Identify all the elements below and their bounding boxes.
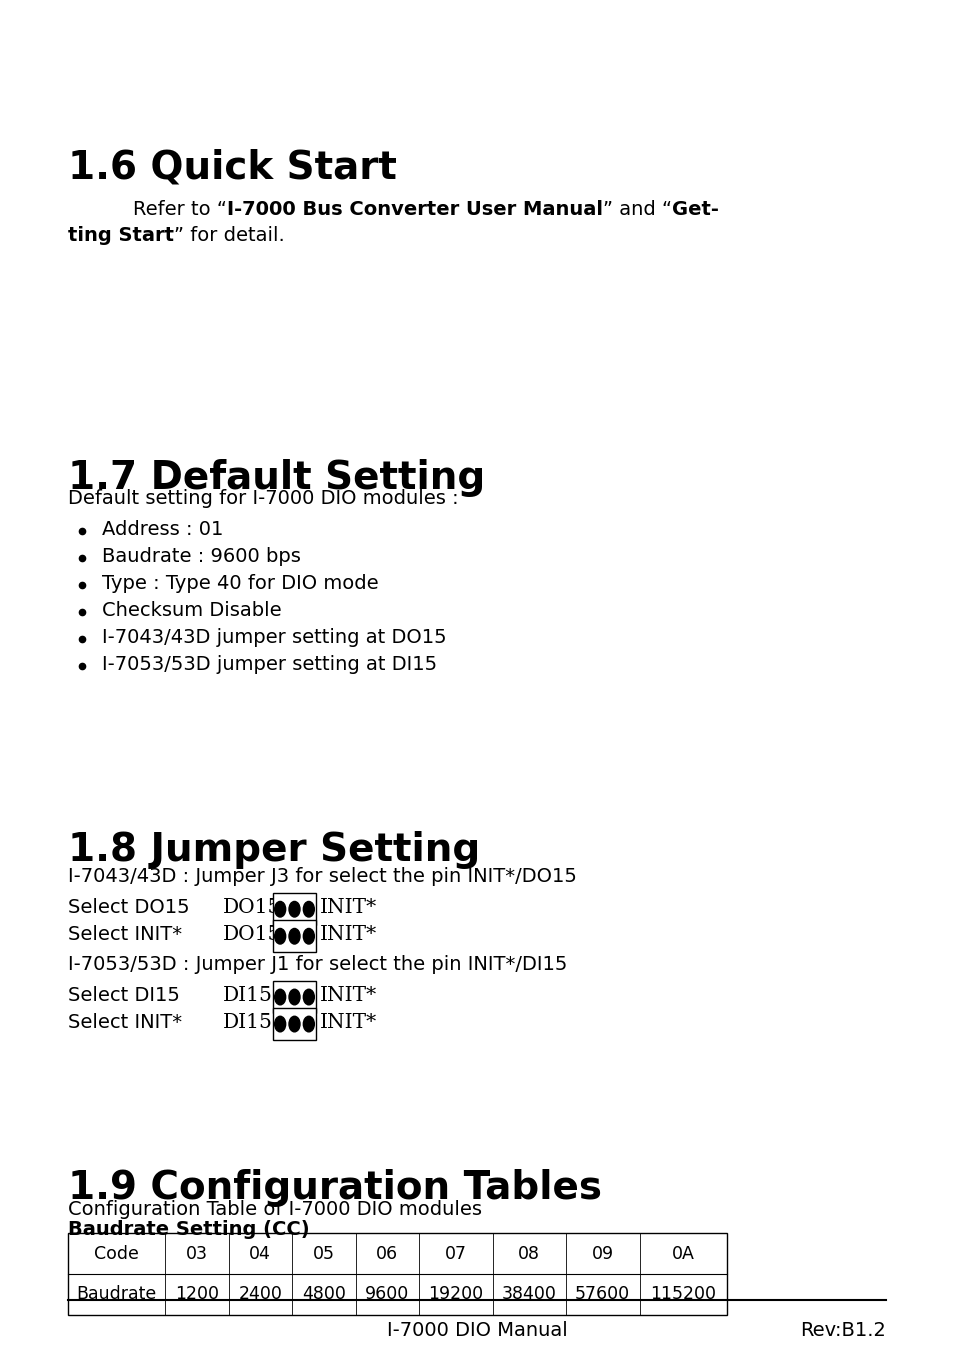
Text: Code: Code xyxy=(94,1244,139,1263)
Text: INIT*: INIT* xyxy=(319,986,376,1005)
Text: DO15: DO15 xyxy=(223,898,281,917)
Circle shape xyxy=(289,989,299,1005)
Text: 07: 07 xyxy=(444,1244,466,1263)
Text: I-7043/43D jumper setting at DO15: I-7043/43D jumper setting at DO15 xyxy=(102,628,446,647)
Text: Checksum Disable: Checksum Disable xyxy=(102,601,281,620)
Text: ” and “: ” and “ xyxy=(602,200,671,219)
Circle shape xyxy=(303,928,314,944)
Text: 06: 06 xyxy=(375,1244,398,1263)
Text: Select INIT*: Select INIT* xyxy=(68,925,182,944)
Text: 03: 03 xyxy=(186,1244,208,1263)
Text: I-7053/53D jumper setting at DI15: I-7053/53D jumper setting at DI15 xyxy=(102,655,436,674)
Text: 05: 05 xyxy=(313,1244,335,1263)
Circle shape xyxy=(274,928,285,944)
Text: 09: 09 xyxy=(591,1244,613,1263)
Text: Get-: Get- xyxy=(671,200,718,219)
Text: ting Start: ting Start xyxy=(68,226,173,245)
Text: Default setting for I-7000 DIO modules :: Default setting for I-7000 DIO modules : xyxy=(68,489,458,508)
Text: 08: 08 xyxy=(517,1244,539,1263)
Text: INIT*: INIT* xyxy=(319,898,376,917)
Text: ” for detail.: ” for detail. xyxy=(173,226,284,245)
Text: Configuration Table of I-7000 DIO modules: Configuration Table of I-7000 DIO module… xyxy=(68,1200,481,1219)
Bar xyxy=(273,1008,315,1040)
Text: I-7043/43D : Jumper J3 for select the pin INIT*/DO15: I-7043/43D : Jumper J3 for select the pi… xyxy=(68,867,577,886)
Text: 1.8 Jumper Setting: 1.8 Jumper Setting xyxy=(68,831,479,869)
Text: Address : 01: Address : 01 xyxy=(102,520,223,539)
Text: 38400: 38400 xyxy=(501,1285,557,1304)
Text: 1.9 Configuration Tables: 1.9 Configuration Tables xyxy=(68,1169,601,1206)
Text: 57600: 57600 xyxy=(575,1285,630,1304)
Text: I-7053/53D : Jumper J1 for select the pin INIT*/DI15: I-7053/53D : Jumper J1 for select the pi… xyxy=(68,955,567,974)
Circle shape xyxy=(303,901,314,917)
Text: DI15: DI15 xyxy=(223,986,273,1005)
Text: 04: 04 xyxy=(249,1244,271,1263)
Text: 1.7 Default Setting: 1.7 Default Setting xyxy=(68,459,485,497)
Text: 4800: 4800 xyxy=(301,1285,345,1304)
Text: 1.6 Quick Start: 1.6 Quick Start xyxy=(68,149,396,186)
Text: I-7000 Bus Converter User Manual: I-7000 Bus Converter User Manual xyxy=(227,200,602,219)
Text: Baudrate: Baudrate xyxy=(76,1285,156,1304)
Bar xyxy=(273,893,315,925)
Text: Baudrate : 9600 bps: Baudrate : 9600 bps xyxy=(102,547,300,566)
Text: Rev:B1.2: Rev:B1.2 xyxy=(800,1321,885,1340)
Circle shape xyxy=(289,928,299,944)
Text: Refer to “: Refer to “ xyxy=(132,200,227,219)
Text: 2400: 2400 xyxy=(238,1285,282,1304)
Circle shape xyxy=(289,1016,299,1032)
Circle shape xyxy=(274,1016,285,1032)
Text: DI15: DI15 xyxy=(223,1013,273,1032)
Bar xyxy=(68,1233,726,1315)
Text: 9600: 9600 xyxy=(365,1285,409,1304)
Text: Select DO15: Select DO15 xyxy=(68,898,190,917)
Text: INIT*: INIT* xyxy=(319,1013,376,1032)
Bar xyxy=(273,981,315,1013)
Text: 115200: 115200 xyxy=(649,1285,716,1304)
Circle shape xyxy=(303,989,314,1005)
Text: INIT*: INIT* xyxy=(319,925,376,944)
Text: I-7000 DIO Manual: I-7000 DIO Manual xyxy=(386,1321,567,1340)
Text: Type : Type 40 for DIO mode: Type : Type 40 for DIO mode xyxy=(102,574,378,593)
Circle shape xyxy=(303,1016,314,1032)
Text: 19200: 19200 xyxy=(428,1285,483,1304)
Text: DO15: DO15 xyxy=(223,925,281,944)
Text: 1200: 1200 xyxy=(174,1285,218,1304)
Bar xyxy=(273,920,315,952)
Circle shape xyxy=(289,901,299,917)
Text: Select DI15: Select DI15 xyxy=(68,986,180,1005)
Text: 0A: 0A xyxy=(671,1244,694,1263)
Text: Select INIT*: Select INIT* xyxy=(68,1013,182,1032)
Circle shape xyxy=(274,901,285,917)
Text: Baudrate Setting (CC): Baudrate Setting (CC) xyxy=(68,1220,310,1239)
Circle shape xyxy=(274,989,285,1005)
